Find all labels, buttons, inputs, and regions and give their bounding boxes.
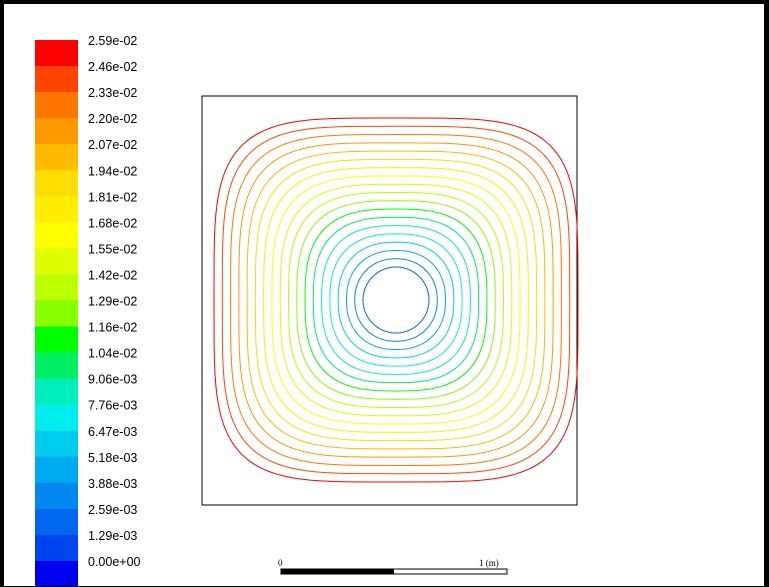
scale-bar-start-label: 0	[278, 558, 283, 568]
colorbar-swatch	[35, 326, 78, 354]
colorbar-swatch	[35, 378, 78, 406]
colorbar-tick-label: 3.88e-03	[88, 477, 137, 491]
colorbar-swatch	[35, 352, 78, 380]
colorbar-swatch	[35, 66, 78, 93]
colorbar-tick-label: 1.42e-02	[88, 268, 137, 282]
colorbar-swatch	[35, 170, 78, 197]
contour-line	[312, 216, 480, 384]
colorbar-swatch	[35, 144, 78, 171]
contour-line	[354, 258, 438, 342]
colorbar-swatch	[35, 118, 78, 145]
colorbar-tick-label: 1.29e-03	[88, 529, 137, 543]
contour-line	[345, 249, 447, 351]
contour-line	[304, 208, 488, 392]
colorbar-tick-label: 6.47e-03	[88, 425, 137, 439]
colorbar-tick-label: 1.16e-02	[88, 321, 137, 335]
contour-line	[271, 175, 521, 425]
contour-line	[254, 158, 538, 442]
colorbar-tick-label: 1.29e-02	[88, 295, 137, 309]
colorbar-swatch	[35, 430, 78, 458]
colorbar-swatch	[35, 482, 78, 510]
colorbar-tick-label: 1.04e-02	[88, 347, 137, 361]
contour-lines	[213, 117, 579, 483]
contour-line	[287, 191, 505, 409]
colorbar-labels: 2.59e-02 2.46e-02 2.33e-02 2.20e-02 2.07e-02…	[88, 34, 141, 569]
contour-line	[230, 134, 562, 466]
colorbar	[35, 40, 78, 586]
contour-line	[321, 225, 471, 375]
contour-line	[221, 125, 571, 475]
colorbar-tick-label: 1.55e-02	[88, 242, 137, 256]
contour-line	[296, 200, 496, 400]
scale-bar: 0 1 (m)	[278, 558, 508, 575]
contour-line	[279, 183, 513, 417]
contour-plot: 2.59e-02 2.46e-02 2.33e-02 2.20e-02 2.07e-02…	[35, 34, 579, 586]
colorbar-tick-label: 2.46e-02	[88, 60, 137, 74]
contour-line	[213, 117, 579, 483]
contour-line	[246, 150, 546, 450]
colorbar-swatch	[35, 456, 78, 484]
scale-bar-fill	[281, 569, 394, 574]
contour-line	[263, 167, 529, 433]
contour-line	[362, 266, 430, 334]
colorbar-tick-label: 2.33e-02	[88, 86, 137, 100]
colorbar-tick-label: 2.07e-02	[88, 138, 137, 152]
colorbar-swatch	[35, 561, 78, 586]
colorbar-swatch	[35, 508, 78, 536]
colorbar-swatch	[35, 196, 78, 223]
colorbar-tick-label: 1.68e-02	[88, 216, 137, 230]
colorbar-tick-label: 2.59e-03	[88, 503, 137, 517]
contour-line	[238, 142, 554, 458]
colorbar-swatch	[35, 92, 78, 119]
colorbar-tick-label: 9.06e-03	[88, 373, 137, 387]
contour-line	[337, 241, 455, 359]
colorbar-tick-label: 5.18e-03	[88, 451, 137, 465]
contour-line	[329, 233, 463, 367]
colorbar-swatch	[35, 222, 78, 249]
domain-boundary	[201, 95, 578, 506]
colorbar-swatch	[35, 534, 78, 562]
colorbar-swatch	[35, 300, 78, 328]
colorbar-tick-label: 2.20e-02	[88, 112, 137, 126]
scale-bar-end-label: 1 (m)	[479, 558, 499, 568]
colorbar-swatch	[35, 40, 78, 67]
colorbar-tick-label: 0.00e+00	[88, 555, 141, 569]
colorbar-swatch	[35, 274, 78, 302]
colorbar-swatch	[35, 404, 78, 432]
colorbar-tick-label: 1.94e-02	[88, 164, 137, 178]
colorbar-tick-label: 2.59e-02	[88, 34, 137, 48]
colorbar-tick-label: 1.81e-02	[88, 190, 137, 204]
colorbar-tick-label: 7.76e-03	[88, 399, 137, 413]
colorbar-swatch	[35, 248, 78, 276]
